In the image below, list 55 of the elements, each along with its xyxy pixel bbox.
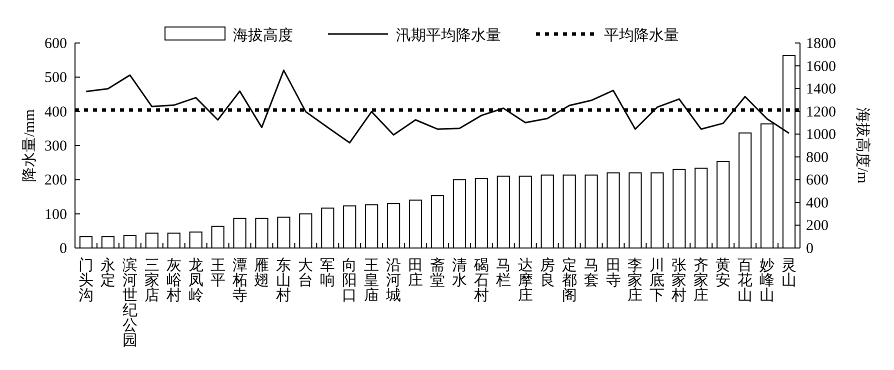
x-tick-label: 黄安 — [716, 257, 731, 289]
x-tick-label: 永定 — [100, 257, 116, 289]
y-tick-label: 500 — [44, 70, 67, 86]
y2-tick-label: 200 — [806, 218, 828, 234]
x-tick-label: 李家庄 — [628, 257, 643, 304]
y2-tick-label: 1000 — [806, 127, 836, 144]
x-tick-label: 沿河城 — [385, 257, 402, 304]
x-tick-label: 马套 — [584, 258, 599, 289]
x-tick-label: 田庄 — [408, 258, 424, 289]
x-tick-label: 三家店 — [144, 258, 160, 304]
y2-tick-label: 1200 — [806, 104, 836, 120]
x-tick-label: 灵山 — [782, 258, 797, 289]
x-tick-label: 向阳口 — [342, 257, 358, 304]
y-tick-label: 100 — [44, 206, 67, 223]
x-tick-label: 斋堂 — [430, 257, 445, 289]
x-tick-label: 滨河世纪公园 — [122, 257, 138, 349]
x-tick-label: 百花山 — [738, 258, 753, 304]
x-tick-label: 潭柘寺 — [231, 257, 248, 304]
legend-label: 汛期平均降水量 — [396, 27, 501, 44]
x-tick-label: 王平 — [210, 258, 226, 289]
x-tick-label: 门头沟 — [78, 257, 94, 304]
x-tick-label: 雁翅 — [254, 258, 270, 289]
y-tick-label: 400 — [44, 104, 67, 120]
x-tick-label: 王皇庙 — [364, 258, 380, 304]
y-tick-label: 200 — [44, 172, 67, 189]
x-tick-label: 房良 — [540, 257, 555, 289]
x-tick-label: 大台 — [298, 257, 314, 289]
x-tick-label: 妙峰山 — [760, 258, 775, 304]
y-tick-label: 300 — [44, 138, 67, 154]
y-tick-label: 600 — [44, 36, 67, 52]
legend-label: 海拔高度 — [233, 27, 293, 44]
x-tick-label: 达摩庄 — [518, 257, 533, 304]
x-tick-label: 定都阁 — [562, 257, 577, 304]
x-tick-label: 清水 — [452, 257, 467, 289]
x-tick-label: 龙凤岭 — [188, 257, 204, 304]
x-tick-label: 碣石村 — [472, 258, 489, 304]
y2-tick-label: 0 — [806, 241, 814, 257]
y2-tick-label: 1600 — [806, 58, 836, 75]
y-axis-title: 降水量/mm — [21, 108, 38, 182]
x-tick-label: 军响 — [320, 258, 336, 289]
x-tick-label: 齐家庄 — [694, 257, 709, 304]
y-tick-label: 0 — [60, 241, 67, 257]
y2-tick-label: 1800 — [806, 36, 836, 52]
x-tick-label: 东山村 — [275, 257, 292, 304]
y2-tick-label: 1400 — [806, 82, 836, 98]
y2-tick-label: 800 — [806, 150, 828, 166]
x-tick-label: 田寺 — [606, 258, 621, 289]
x-tick-label: 张家村 — [670, 257, 687, 304]
x-tick-label: 灰峪村 — [165, 258, 182, 304]
legend-label: 平均降水量 — [604, 27, 679, 44]
y2-tick-label: 400 — [806, 195, 828, 212]
y2-tick-label: 600 — [806, 172, 828, 189]
x-tick-label: 马栏 — [494, 258, 511, 289]
x-tick-label: 川底下 — [650, 257, 665, 304]
y2-axis-title: 海拔高度/m — [854, 108, 871, 184]
